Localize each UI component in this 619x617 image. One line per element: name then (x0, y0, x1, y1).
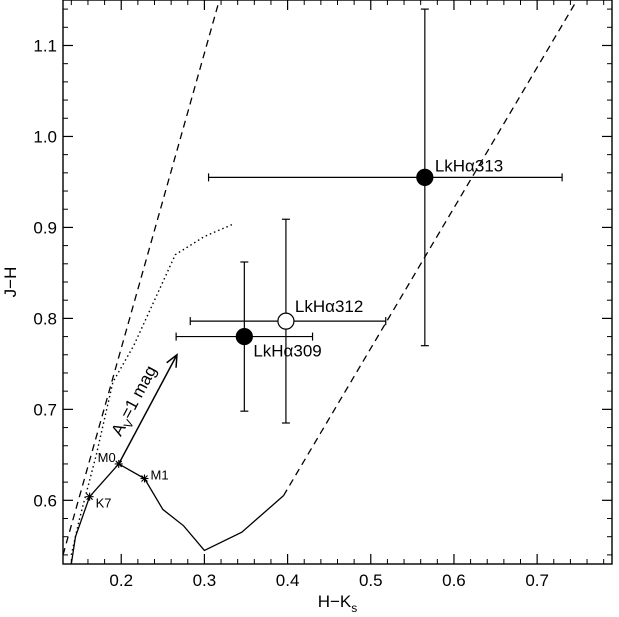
giant-branch-curve (70, 224, 233, 556)
x-tick-label: 0.4 (276, 571, 300, 590)
spectral-type-marker: K7 (85, 492, 112, 511)
y-tick-label: 1.0 (33, 127, 57, 146)
x-tick-label: 0.6 (442, 571, 466, 590)
reddening-vector-label: AV=1 mag (108, 363, 164, 441)
x-tick-label: 0.2 (109, 571, 133, 590)
reddening-vector-shaft (118, 354, 178, 465)
data-point-label: LkHα313 (435, 156, 503, 175)
reddening-band-line (63, 0, 221, 556)
data-point (235, 327, 253, 346)
x-tick-label: 0.3 (193, 571, 217, 590)
data-point-label: LkHα312 (295, 297, 363, 316)
y-tick-label: 0.8 (33, 309, 57, 328)
spectral-type-label: M0 (98, 450, 116, 465)
av-value: =1 mag (117, 363, 161, 422)
y-axis-label: J−H (1, 267, 20, 298)
spectral-type-marker: M0 (98, 450, 123, 468)
curves-group (63, 0, 578, 564)
data-point-group: LkHα313 (207, 8, 563, 347)
curves-layer: K7 M0 M1 AV=1 mag (63, 0, 578, 564)
y-tick-label: 0.6 (33, 491, 57, 510)
x-axis-label-main: H−K (318, 592, 352, 611)
marker-stroke (141, 475, 148, 482)
data-point (416, 168, 434, 186)
y-tick-label: 0.7 (33, 400, 57, 419)
data-point-group: LkHα309 (175, 261, 322, 412)
x-axis-label: H−Ks (318, 592, 358, 615)
x-tick-label: 0.5 (359, 571, 383, 590)
reddening-vector: AV=1 mag (108, 353, 178, 465)
spectral-type-marker: M1 (140, 467, 169, 483)
spectral-type-label: K7 (96, 496, 112, 511)
x-axis-label-sub: s (351, 601, 357, 615)
main-sequence-curve (70, 463, 284, 564)
plot-frame (62, 0, 613, 565)
spectral-type-label: M1 (151, 467, 169, 482)
data-points-layer: LkHα313 LkHα312 LkHα309 (175, 8, 563, 424)
x-tick-label: 0.7 (525, 571, 549, 590)
marker-stroke (86, 493, 94, 501)
data-point-group: LkHα312 (189, 218, 387, 424)
data-point-label: LkHα309 (253, 342, 321, 361)
data-point (277, 312, 295, 330)
reddening-vector-head (166, 353, 178, 368)
y-tick-label: 0.9 (33, 218, 57, 237)
reddening-band-line (282, 0, 578, 497)
y-tick-label: 1.1 (33, 36, 57, 55)
